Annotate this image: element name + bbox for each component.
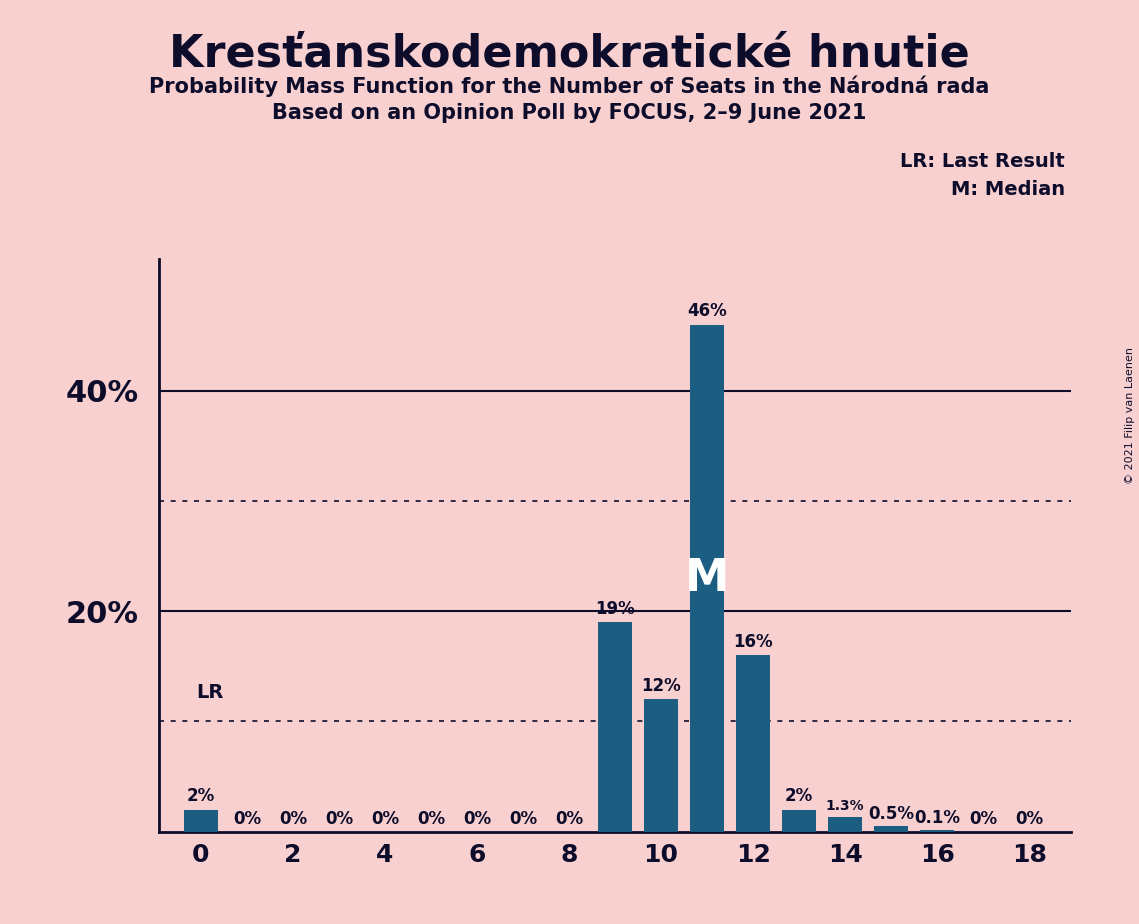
Bar	[874, 826, 909, 832]
Text: 0%: 0%	[555, 810, 583, 828]
Text: 0%: 0%	[325, 810, 353, 828]
Bar	[828, 817, 862, 832]
Text: 19%: 19%	[596, 600, 634, 618]
Text: 0%: 0%	[417, 810, 445, 828]
Text: 2%: 2%	[187, 787, 215, 805]
Text: M: M	[685, 557, 729, 601]
Text: 46%: 46%	[687, 302, 727, 321]
Text: Probability Mass Function for the Number of Seats in the Národná rada: Probability Mass Function for the Number…	[149, 76, 990, 97]
Text: 0.1%: 0.1%	[915, 809, 960, 827]
Bar	[644, 699, 679, 832]
Text: 12%: 12%	[641, 677, 681, 695]
Text: LR: Last Result: LR: Last Result	[900, 152, 1065, 172]
Bar	[183, 809, 219, 832]
Bar	[736, 655, 770, 832]
Text: M: Median: M: Median	[951, 180, 1065, 200]
Text: 0%: 0%	[232, 810, 261, 828]
Text: 0%: 0%	[1015, 810, 1043, 828]
Text: 0.5%: 0.5%	[868, 805, 915, 822]
Text: 0%: 0%	[371, 810, 399, 828]
Text: LR: LR	[196, 683, 223, 701]
Text: 2%: 2%	[785, 787, 813, 805]
Bar	[598, 622, 632, 832]
Bar	[920, 831, 954, 832]
Text: 0%: 0%	[969, 810, 998, 828]
Text: Based on an Opinion Poll by FOCUS, 2–9 June 2021: Based on an Opinion Poll by FOCUS, 2–9 J…	[272, 103, 867, 124]
Text: Kresťanskodemokratické hnutie: Kresťanskodemokratické hnutie	[169, 32, 970, 76]
Text: 16%: 16%	[734, 633, 773, 650]
Text: © 2021 Filip van Laenen: © 2021 Filip van Laenen	[1125, 347, 1134, 484]
Bar	[690, 325, 724, 832]
Bar	[781, 809, 817, 832]
Text: 1.3%: 1.3%	[826, 799, 865, 813]
Text: 0%: 0%	[509, 810, 538, 828]
Text: 0%: 0%	[279, 810, 308, 828]
Text: 0%: 0%	[462, 810, 491, 828]
